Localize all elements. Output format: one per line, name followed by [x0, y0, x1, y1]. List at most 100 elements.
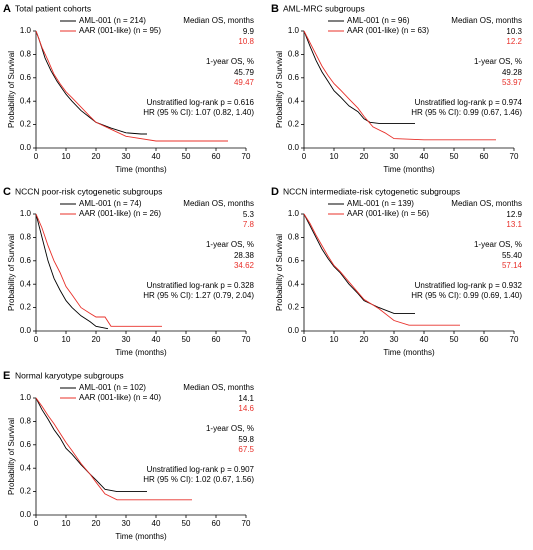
panel-letter: C: [3, 186, 11, 198]
panel: B AML-MRC subgroups 0.0 0.2 0.4 0.6 0.8 1.0 0 10 2…: [271, 3, 523, 174]
oneyear-label: 1-year OS, %: [474, 57, 522, 66]
x-tick-label: 60: [212, 335, 221, 344]
legend-label: AML-001 (n = 102): [79, 383, 146, 392]
y-tick-label: 0.6: [20, 73, 32, 82]
x-tick-label: 50: [182, 335, 191, 344]
y-tick-label: 0.2: [288, 303, 300, 312]
x-tick-label: 10: [330, 152, 339, 161]
median-value: 13.1: [506, 220, 522, 229]
oneyear-value: 34.62: [234, 261, 255, 270]
panel: D NCCN intermediate-risk cytogenetic subg…: [271, 186, 523, 357]
x-tick-label: 70: [242, 335, 251, 344]
survival-curve: [35, 397, 147, 493]
panel: A Total patient cohorts 0.0 0.2 0.4 0.6 0.8 1.0…: [3, 3, 255, 174]
panel-title: Total patient cohorts: [15, 3, 91, 13]
panel-title: NCCN poor-risk cytogenetic subgroups: [15, 186, 162, 196]
y-tick-label: 0.8: [288, 233, 300, 242]
panel-title: AML-MRC subgroups: [283, 3, 365, 13]
median-label: Median OS, months: [183, 383, 254, 392]
y-axis-label: Probability of Survival: [7, 51, 16, 128]
legend-label: AML-001 (n = 214): [79, 16, 146, 25]
x-tick-label: 0: [302, 335, 307, 344]
median-value: 14.6: [238, 404, 254, 413]
x-tick-label: 40: [152, 335, 161, 344]
y-axis-label: Probability of Survival: [7, 234, 16, 311]
median-label: Median OS, months: [451, 199, 522, 208]
y-tick-label: 0.8: [20, 233, 32, 242]
x-tick-label: 70: [510, 152, 519, 161]
x-tick-label: 70: [510, 335, 519, 344]
legend-label: AAR (001-like) (n = 40): [79, 393, 161, 402]
y-tick-label: 0.0: [20, 326, 32, 335]
x-axis-label: Time (months): [115, 532, 167, 541]
x-tick-label: 60: [480, 335, 489, 344]
panel: E Normal karyotype subgroups 0.0 0.2 0.4 0.6 0…: [3, 370, 255, 541]
x-tick-label: 60: [212, 152, 221, 161]
x-tick-label: 10: [62, 152, 71, 161]
hazard-ratio: HR (95 % CI): 1.02 (0.67, 1.56): [143, 475, 254, 484]
y-tick-label: 0.4: [20, 279, 32, 288]
legend-label: AAR (001-like) (n = 95): [79, 26, 161, 35]
legend-label: AAR (001-like) (n = 56): [347, 209, 429, 218]
median-label: Median OS, months: [451, 16, 522, 25]
y-tick-label: 0.0: [20, 143, 32, 152]
y-tick-label: 0.6: [288, 256, 300, 265]
median-value: 9.9: [243, 27, 255, 36]
panel: C NCCN poor-risk cytogenetic subgroups 0.0…: [3, 186, 255, 357]
x-tick-label: 20: [92, 152, 101, 161]
x-tick-label: 40: [152, 152, 161, 161]
median-value: 10.3: [506, 27, 522, 36]
survival-curve: [303, 213, 415, 314]
x-axis-label: Time (months): [115, 348, 167, 357]
survival-curve: [35, 30, 228, 142]
x-tick-label: 0: [34, 519, 39, 528]
median-value: 12.9: [506, 210, 522, 219]
x-tick-label: 50: [450, 335, 459, 344]
legend-label: AML-001 (n = 74): [79, 199, 142, 208]
y-tick-label: 0.0: [20, 510, 32, 519]
panel-letter: A: [3, 3, 11, 15]
hazard-ratio: HR (95 % CI): 1.07 (0.82, 1.40): [143, 108, 254, 117]
y-axis-label: Probability of Survival: [275, 51, 284, 128]
panel-letter: D: [271, 186, 279, 198]
x-tick-label: 30: [390, 335, 399, 344]
x-tick-label: 60: [212, 519, 221, 528]
x-tick-label: 30: [390, 152, 399, 161]
panel-letter: B: [271, 3, 279, 15]
y-tick-label: 1.0: [288, 26, 300, 35]
y-tick-label: 0.4: [20, 463, 32, 472]
legend-label: AAR (001-like) (n = 26): [79, 209, 161, 218]
y-tick-label: 0.2: [20, 120, 32, 129]
oneyear-value: 49.47: [234, 78, 255, 87]
median-value: 7.8: [243, 220, 255, 229]
x-tick-label: 30: [122, 335, 131, 344]
x-tick-label: 0: [34, 335, 39, 344]
logrank: Unstratified log-rank p = 0.328: [147, 281, 255, 290]
survival-curve: [303, 30, 415, 124]
oneyear-value: 67.5: [238, 445, 254, 454]
x-tick-label: 40: [420, 335, 429, 344]
oneyear-label: 1-year OS, %: [206, 240, 254, 249]
legend-label: AML-001 (n = 139): [347, 199, 414, 208]
legend-label: AAR (001-like) (n = 63): [347, 26, 429, 35]
hazard-ratio: HR (95 % CI): 1.27 (0.79, 2.04): [143, 291, 254, 300]
median-value: 14.1: [238, 394, 254, 403]
y-tick-label: 0.4: [288, 96, 300, 105]
y-axis-label: Probability of Survival: [7, 418, 16, 495]
y-tick-label: 0.0: [288, 326, 300, 335]
x-axis-label: Time (months): [115, 165, 167, 174]
y-tick-label: 1.0: [20, 209, 32, 218]
survival-curve: [35, 213, 109, 330]
survival-curve: [35, 213, 162, 327]
y-tick-label: 0.6: [20, 440, 32, 449]
oneyear-value: 45.79: [234, 68, 255, 77]
y-tick-label: 0.8: [20, 417, 32, 426]
x-tick-label: 0: [34, 152, 39, 161]
logrank: Unstratified log-rank p = 0.932: [415, 281, 523, 290]
y-axis-label: Probability of Survival: [275, 234, 284, 311]
logrank: Unstratified log-rank p = 0.974: [415, 98, 523, 107]
survival-curve: [303, 213, 460, 326]
oneyear-value: 28.38: [234, 251, 255, 260]
x-axis-label: Time (months): [383, 165, 435, 174]
x-tick-label: 10: [330, 335, 339, 344]
